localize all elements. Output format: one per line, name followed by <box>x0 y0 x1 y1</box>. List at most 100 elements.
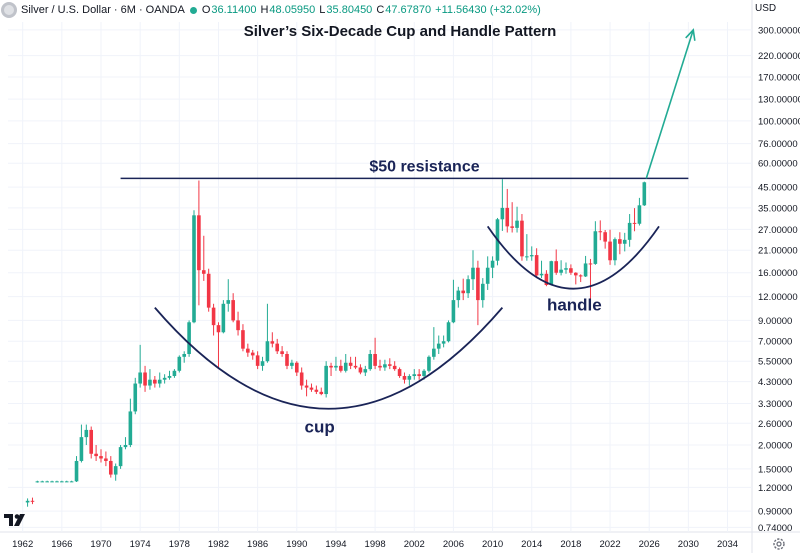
candle[interactable] <box>104 451 108 467</box>
candle[interactable] <box>35 480 40 483</box>
candle[interactable] <box>246 343 250 357</box>
candle[interactable] <box>94 445 98 461</box>
candle[interactable] <box>153 376 157 388</box>
candle[interactable] <box>324 361 328 398</box>
candle[interactable] <box>216 322 221 370</box>
candle[interactable] <box>290 359 294 370</box>
candle[interactable] <box>466 275 470 298</box>
candle[interactable] <box>627 214 632 247</box>
candle[interactable] <box>373 337 377 370</box>
candle[interactable] <box>118 445 123 469</box>
candle[interactable] <box>358 364 363 375</box>
candle[interactable] <box>397 367 402 378</box>
candle[interactable] <box>167 370 172 380</box>
candle[interactable] <box>182 351 187 363</box>
candle[interactable] <box>260 356 265 371</box>
candle[interactable] <box>275 338 280 355</box>
candle[interactable] <box>123 437 128 450</box>
candle[interactable] <box>432 327 436 360</box>
candle[interactable] <box>505 188 510 233</box>
candle[interactable] <box>79 424 84 463</box>
candle[interactable] <box>30 497 35 505</box>
candle[interactable] <box>436 335 441 355</box>
candle[interactable] <box>133 377 138 415</box>
candle[interactable] <box>387 358 392 370</box>
candle[interactable] <box>603 230 607 249</box>
candle[interactable] <box>343 354 348 373</box>
candle[interactable] <box>177 355 182 373</box>
x-axis[interactable]: 1962 1966 1970 1974 1978 1982 1986 1990 1994 1998… <box>12 539 738 550</box>
candle[interactable] <box>197 180 201 306</box>
symbol-name[interactable]: Silver / U.S. Dollar · 6M · OANDA <box>21 4 185 16</box>
candle[interactable] <box>392 361 397 371</box>
candle[interactable] <box>427 355 431 373</box>
candle[interactable] <box>632 208 637 232</box>
candle[interactable] <box>559 260 563 276</box>
candle[interactable] <box>622 232 627 252</box>
candle[interactable] <box>608 229 612 265</box>
candle[interactable] <box>285 351 289 370</box>
candle[interactable] <box>250 349 255 360</box>
candle[interactable] <box>339 359 343 373</box>
currency-label[interactable]: USD <box>755 3 777 14</box>
candle[interactable] <box>588 258 593 300</box>
candle[interactable] <box>40 480 45 483</box>
candle[interactable] <box>299 367 304 390</box>
candle[interactable] <box>476 260 480 326</box>
candle[interactable] <box>211 303 216 336</box>
candle[interactable] <box>593 221 598 265</box>
gear-icon[interactable] <box>772 537 786 551</box>
candle[interactable] <box>583 255 588 277</box>
candle[interactable] <box>515 206 519 233</box>
candle[interactable] <box>255 351 260 370</box>
candle[interactable] <box>314 385 319 395</box>
candle[interactable] <box>407 374 412 386</box>
candle[interactable] <box>206 268 211 312</box>
candle[interactable] <box>529 246 534 261</box>
candle[interactable] <box>108 456 113 478</box>
candle[interactable] <box>69 480 74 483</box>
candle[interactable] <box>490 256 495 279</box>
candle[interactable] <box>500 179 505 231</box>
candle[interactable] <box>637 197 642 226</box>
candle[interactable] <box>50 480 54 483</box>
candle[interactable] <box>226 279 231 312</box>
candle[interactable] <box>138 344 142 388</box>
candle[interactable] <box>201 235 206 281</box>
candle[interactable] <box>280 346 284 357</box>
candle[interactable] <box>148 369 152 390</box>
candle[interactable] <box>451 279 456 324</box>
candle[interactable] <box>534 248 539 279</box>
candle[interactable] <box>143 365 147 392</box>
candle[interactable] <box>113 463 118 481</box>
candle[interactable] <box>270 332 275 348</box>
candle[interactable] <box>319 387 324 396</box>
candle[interactable] <box>520 214 524 261</box>
candle[interactable] <box>412 369 417 380</box>
candle[interactable] <box>25 498 30 507</box>
candle[interactable] <box>378 359 382 371</box>
candle[interactable] <box>329 362 333 377</box>
candle[interactable] <box>578 274 583 283</box>
candle[interactable] <box>334 356 338 371</box>
candle[interactable] <box>618 232 622 255</box>
candle[interactable] <box>187 320 191 357</box>
candle[interactable] <box>549 260 554 286</box>
candle[interactable] <box>642 181 647 207</box>
candle[interactable] <box>383 359 387 371</box>
candle[interactable] <box>573 272 578 285</box>
candle[interactable] <box>402 372 407 384</box>
candle[interactable] <box>441 335 446 348</box>
candle[interactable] <box>564 262 568 274</box>
candle[interactable] <box>598 220 603 241</box>
candle[interactable] <box>192 210 196 324</box>
candle[interactable] <box>60 480 64 483</box>
candle[interactable] <box>613 237 617 266</box>
candle[interactable] <box>525 234 529 261</box>
candle[interactable] <box>348 356 353 370</box>
candle[interactable] <box>55 480 59 483</box>
candle[interactable] <box>485 256 490 290</box>
candle[interactable] <box>539 260 544 279</box>
candle[interactable] <box>162 374 167 384</box>
